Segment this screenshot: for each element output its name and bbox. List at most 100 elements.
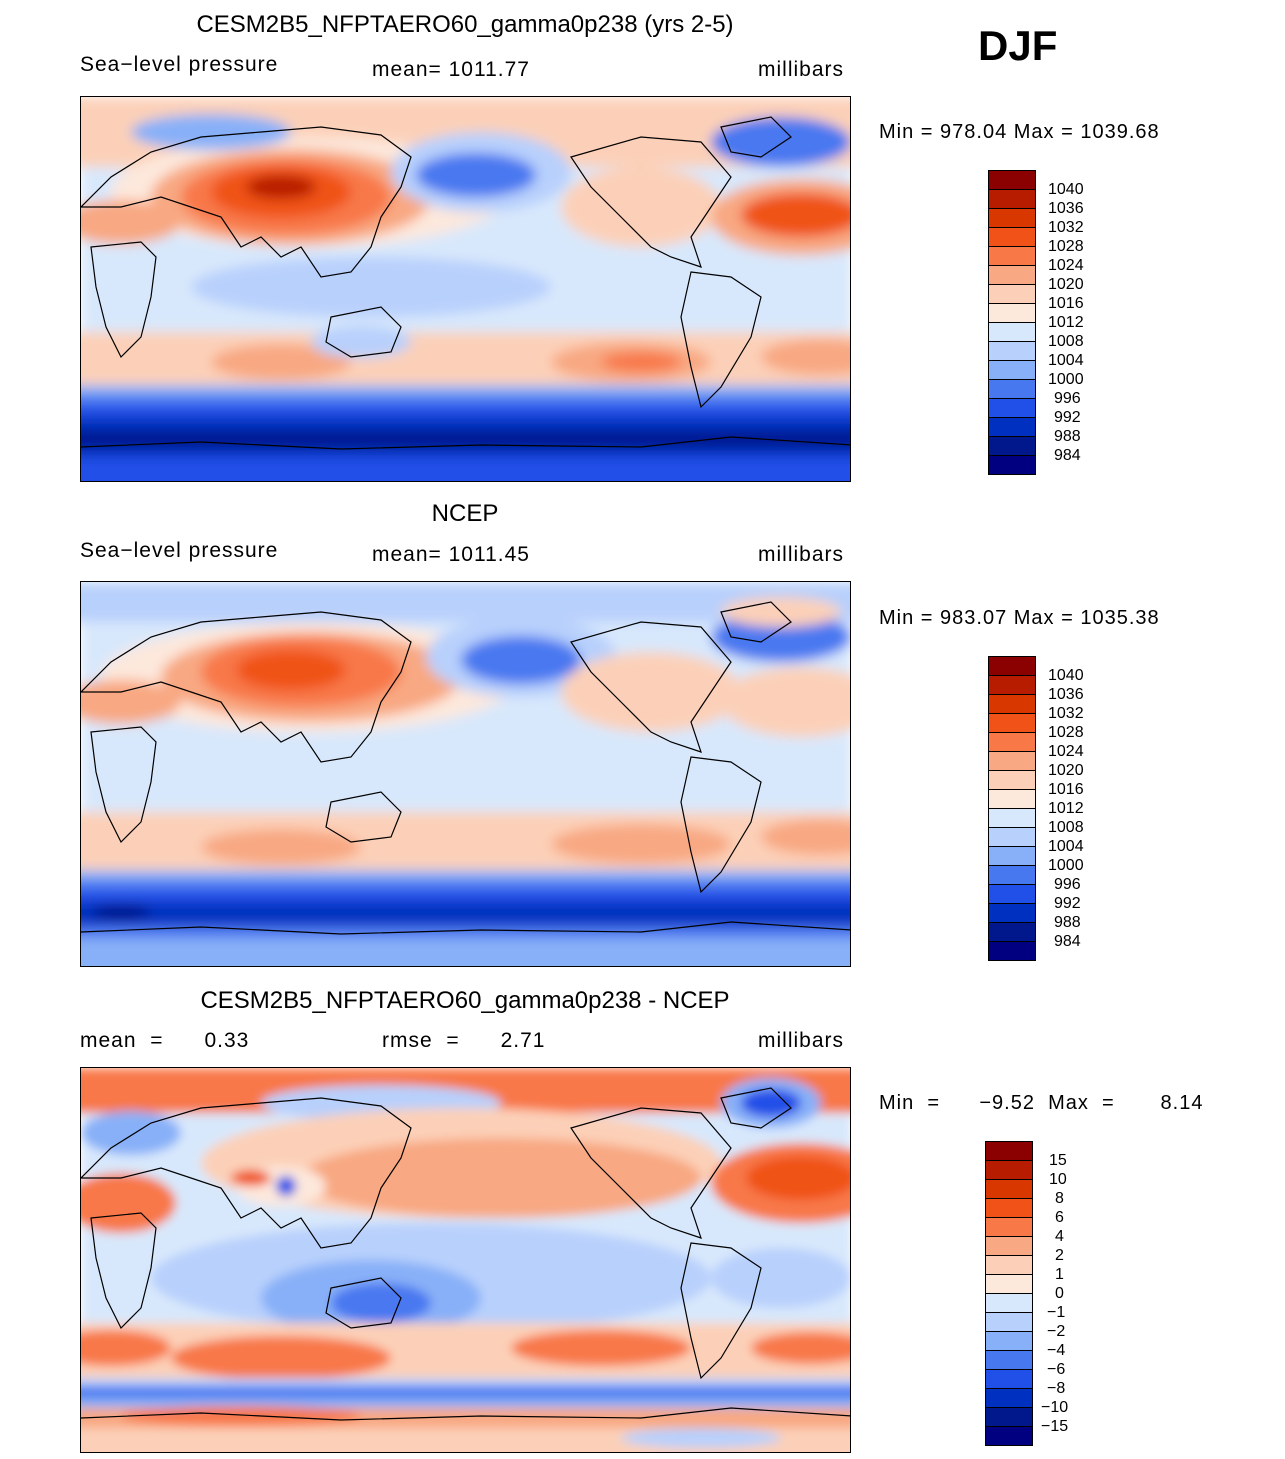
panel-2-minmax: Min = 983.07 Max = 1035.38	[879, 607, 1160, 629]
panel-3-units-label: millibars	[758, 1029, 845, 1052]
panel-1-title: CESM2B5_NFPTAERO60_gamma0p238 (yrs 2-5)	[196, 11, 734, 38]
colorbar-swatch	[986, 1312, 1032, 1331]
colorbar-swatch	[989, 284, 1035, 303]
colorbar-label: −2	[1047, 1323, 1066, 1340]
panel-1-map	[80, 96, 851, 482]
panel-3-mean-label: mean = 0.33	[80, 1029, 250, 1052]
season-label: DJF	[978, 22, 1058, 69]
colorbar-swatch	[989, 732, 1035, 751]
colorbar-swatch	[986, 1369, 1032, 1388]
colorbar-swatch	[989, 360, 1035, 379]
colorbar-label: 1020	[1048, 276, 1084, 293]
colorbar-swatch	[986, 1160, 1032, 1179]
colorbar-swatch	[989, 941, 1035, 960]
colorbar-label: 15	[1049, 1152, 1067, 1169]
panel-1-mean-label: mean= 1011.77	[372, 58, 530, 81]
colorbar-swatch	[989, 694, 1035, 713]
panel-2-map	[80, 581, 851, 967]
colorbar-label: 988	[1054, 914, 1081, 931]
colorbar-swatch	[989, 208, 1035, 227]
panel-2-colorbar-swatches	[988, 656, 1036, 961]
colorbar-label: 1016	[1048, 295, 1084, 312]
colorbar-label: 1040	[1048, 667, 1084, 684]
colorbar-swatch	[989, 379, 1035, 398]
colorbar-swatch	[989, 903, 1035, 922]
colorbar-swatch	[989, 189, 1035, 208]
panel-1-minmax: Min = 978.04 Max = 1039.68	[879, 121, 1160, 143]
panel-1-units-label: millibars	[758, 58, 845, 81]
colorbar-swatch	[986, 1217, 1032, 1236]
colorbar-label: 1040	[1048, 181, 1084, 198]
panel-3-rmse-label: rmse = 2.71	[382, 1029, 546, 1052]
colorbar-label: 996	[1054, 390, 1081, 407]
colorbar-label: 1024	[1048, 257, 1084, 274]
colorbar-swatch	[986, 1407, 1032, 1426]
colorbar-label: 1032	[1048, 219, 1084, 236]
panel-1-variable-label: Sea−level pressure	[80, 53, 279, 76]
colorbar-swatch	[989, 656, 1035, 675]
colorbar-label: −15	[1041, 1418, 1069, 1435]
colorbar-swatch	[986, 1350, 1032, 1369]
colorbar-swatch	[989, 246, 1035, 265]
panel-1-colorbar-swatches	[988, 170, 1036, 475]
colorbar-swatch	[989, 846, 1035, 865]
colorbar-swatch	[989, 922, 1035, 941]
colorbar-label: 1032	[1048, 705, 1084, 722]
colorbar-label: 996	[1054, 876, 1081, 893]
colorbar-swatch	[989, 417, 1035, 436]
colorbar-label: 8	[1055, 1190, 1064, 1207]
panel-1-coastlines	[81, 116, 850, 450]
colorbar-label: 1028	[1048, 238, 1084, 255]
colorbar-label: −6	[1047, 1361, 1066, 1378]
colorbar-label: −10	[1041, 1399, 1069, 1416]
colorbar-swatch	[989, 770, 1035, 789]
colorbar-label: 1004	[1048, 838, 1084, 855]
colorbar-swatch	[989, 455, 1035, 474]
panel-2-contour-field	[81, 582, 850, 966]
colorbar-label: 1000	[1048, 371, 1084, 388]
panel-2-variable-label: Sea−level pressure	[80, 539, 279, 562]
colorbar-label: 4	[1055, 1228, 1064, 1245]
panel-1-colorbar: 1040 1036 1032 1028 1024 1020 1016 1012 …	[988, 170, 1084, 475]
panel-3-coastlines	[81, 1087, 850, 1421]
colorbar-swatch	[986, 1426, 1032, 1445]
panel-3-colorbar-swatches	[985, 1141, 1033, 1446]
colorbar-swatch	[989, 827, 1035, 846]
colorbar-swatch	[986, 1293, 1032, 1312]
colorbar-label: 1008	[1048, 333, 1084, 350]
colorbar-swatch	[989, 398, 1035, 417]
panel-3-minmax: Min = −9.52 Max = 8.14	[879, 1092, 1204, 1114]
colorbar-swatch	[986, 1236, 1032, 1255]
colorbar-label: 1024	[1048, 743, 1084, 760]
colorbar-label: −1	[1047, 1304, 1066, 1321]
colorbar-label: 1000	[1048, 857, 1084, 874]
panel-2-title: NCEP	[431, 500, 499, 527]
colorbar-label: −4	[1047, 1342, 1066, 1359]
colorbar-label: 1036	[1048, 200, 1084, 217]
colorbar-label: 1	[1055, 1266, 1064, 1283]
colorbar-swatch	[989, 436, 1035, 455]
colorbar-swatch	[986, 1198, 1032, 1217]
colorbar-swatch	[986, 1331, 1032, 1350]
colorbar-label: 6	[1055, 1209, 1064, 1226]
panel-3-contour-field	[81, 1068, 850, 1452]
colorbar-swatch	[989, 227, 1035, 246]
colorbar-label: 984	[1054, 447, 1081, 464]
panel-2-colorbar: 1040 1036 1032 1028 1024 1020 1016 1012 …	[988, 656, 1084, 961]
colorbar-label: 1020	[1048, 762, 1084, 779]
colorbar-label: 1016	[1048, 781, 1084, 798]
panel-3-map	[80, 1067, 851, 1453]
panel-2-mean-label: mean= 1011.45	[372, 543, 530, 566]
colorbar-label: 984	[1054, 933, 1081, 950]
colorbar-swatch	[989, 341, 1035, 360]
colorbar-swatch	[989, 713, 1035, 732]
colorbar-label: 1012	[1048, 800, 1084, 817]
colorbar-label: 1012	[1048, 314, 1084, 331]
colorbar-swatch	[989, 265, 1035, 284]
panel-2-coastlines	[81, 601, 850, 935]
colorbar-label: 10	[1049, 1171, 1067, 1188]
colorbar-swatch	[989, 865, 1035, 884]
colorbar-swatch	[989, 170, 1035, 189]
colorbar-swatch	[986, 1141, 1032, 1160]
colorbar-swatch	[989, 808, 1035, 827]
